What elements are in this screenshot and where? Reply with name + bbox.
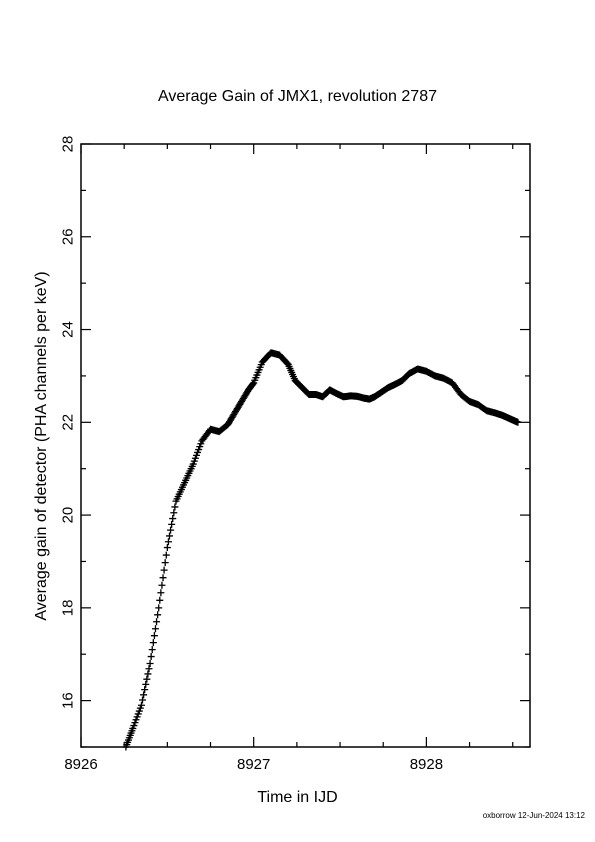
data-point-interp: [149, 639, 157, 647]
data-point-interp: [156, 596, 164, 604]
x-tick-label: 8928: [410, 756, 443, 773]
data-point-interp: [157, 589, 165, 597]
data-point-interp: [140, 691, 148, 699]
data-point-interp: [142, 680, 150, 688]
data-point: [137, 701, 145, 709]
data-point-interp: [160, 566, 168, 574]
x-tick-label: 8927: [237, 756, 270, 773]
data-point-interp: [143, 675, 151, 683]
y-tick-label: 16: [60, 692, 77, 709]
data-point-interp: [145, 665, 153, 673]
data-point: [163, 544, 171, 552]
y-tick-label: 24: [60, 321, 77, 338]
data-point-interp: [153, 618, 161, 626]
data-point-interp: [164, 538, 172, 546]
data-point-interp: [158, 581, 166, 589]
tick-marks: [80, 143, 530, 748]
data-point-interp: [159, 574, 167, 582]
y-tick-label: 26: [60, 228, 77, 245]
data-point-interp: [150, 632, 158, 640]
data-point: [514, 418, 522, 426]
data-point-interp: [141, 686, 149, 694]
data-point-interp: [161, 559, 169, 567]
y-tick-label: 28: [60, 136, 77, 153]
data-points: [122, 349, 522, 751]
data-point-interp: [168, 520, 176, 528]
plot-frame: [80, 143, 531, 748]
data-point-interp: [147, 653, 155, 661]
y-tick-label: 20: [60, 507, 77, 524]
data-point-interp: [162, 551, 170, 559]
data-point-interp: [139, 696, 147, 704]
data-point-interp: [167, 526, 175, 534]
data-point-interp: [154, 611, 162, 619]
footer-stamp: oxborrow 12-Jun-2024 13:12: [482, 811, 585, 820]
y-tick-label: 18: [60, 600, 77, 617]
data-point: [155, 604, 163, 612]
y-tick-label: 22: [60, 414, 77, 431]
x-tick-label: 8926: [64, 756, 97, 773]
data-point-interp: [170, 509, 178, 517]
chart-title: Average Gain of JMX1, revolution 2787: [158, 88, 437, 105]
data-point-interp: [148, 646, 156, 654]
data-point-interp: [171, 503, 179, 511]
data-point-interp: [166, 532, 174, 540]
data-point-interp: [169, 515, 177, 523]
data-point: [146, 660, 154, 668]
x-axis-label: Time in IJD: [257, 789, 338, 806]
tick-labels: 8926 8927 8928 16 18 20 22 24 26 28: [60, 136, 444, 773]
data-point-interp: [151, 625, 159, 633]
data-point-interp: [144, 670, 152, 678]
